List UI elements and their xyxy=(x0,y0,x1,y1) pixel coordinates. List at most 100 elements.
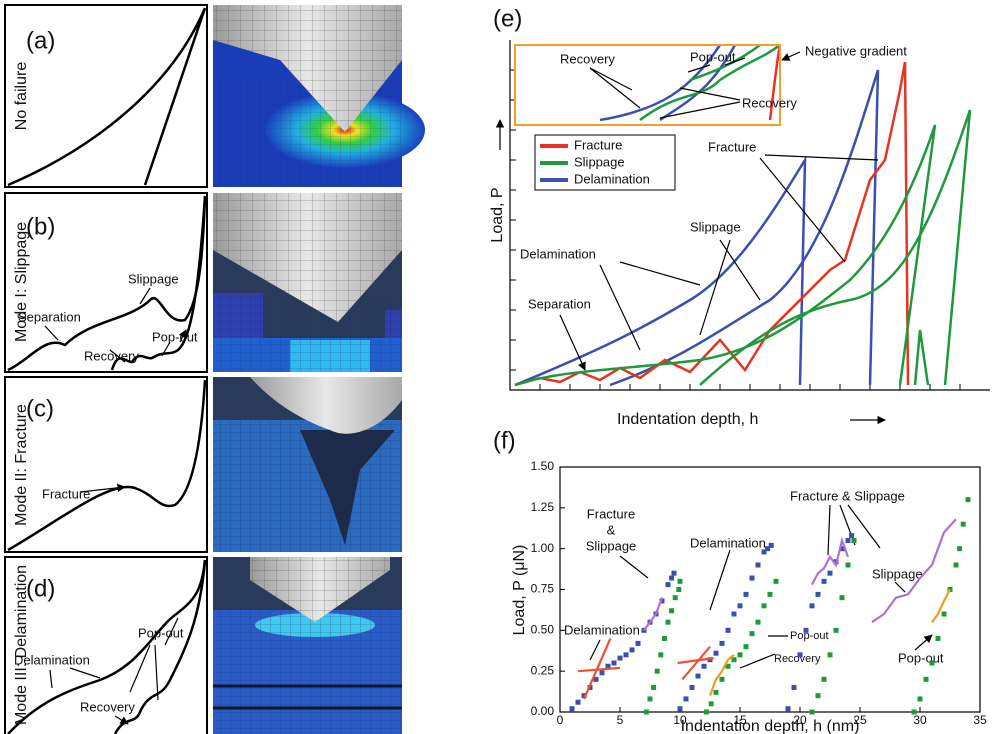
point xyxy=(623,652,629,658)
fem-d xyxy=(213,557,402,734)
point xyxy=(659,598,665,604)
point xyxy=(707,657,713,663)
point xyxy=(677,706,683,712)
point xyxy=(599,670,605,676)
point xyxy=(785,706,791,712)
x-tick-label: 25 xyxy=(853,713,867,727)
point xyxy=(665,582,671,588)
point xyxy=(797,652,803,658)
panel-a: (a) No failure xyxy=(4,4,208,188)
point xyxy=(827,652,833,658)
point xyxy=(765,546,771,552)
point xyxy=(719,640,725,646)
note: Pop-out xyxy=(690,49,736,64)
x-tick-label: 15 xyxy=(733,713,747,727)
fit-line xyxy=(577,666,621,673)
point xyxy=(755,619,761,625)
note: Fracture xyxy=(708,139,756,154)
fit-line xyxy=(871,518,957,624)
point xyxy=(845,538,851,543)
point xyxy=(703,709,709,715)
point xyxy=(953,562,959,568)
panel-label: (b) xyxy=(26,213,55,240)
frame xyxy=(4,556,208,734)
point xyxy=(815,591,821,597)
annotation: Fracture xyxy=(587,506,635,521)
x-tick-label: 30 xyxy=(913,713,927,727)
point xyxy=(768,542,774,548)
panel-c: (c) Mode II: Fracture Fracture xyxy=(4,376,208,553)
arrow xyxy=(49,617,179,724)
note: Recovery xyxy=(84,348,139,363)
point xyxy=(743,591,749,597)
point xyxy=(654,668,660,674)
point xyxy=(791,685,797,690)
note: Recovery xyxy=(742,95,797,110)
mode-label: Mode I: Slippage xyxy=(13,222,30,342)
point xyxy=(821,676,827,682)
point xyxy=(821,578,827,584)
point xyxy=(960,521,966,527)
fit-line xyxy=(708,653,735,697)
note: Recovery xyxy=(80,699,135,714)
point xyxy=(643,709,649,715)
legend-label: Delamination xyxy=(574,171,650,186)
annotation: Delamination xyxy=(690,535,766,550)
arrow xyxy=(589,52,801,119)
indenter-mesh xyxy=(250,557,390,622)
point xyxy=(809,709,815,715)
point xyxy=(749,631,755,637)
mode-label: No failure xyxy=(13,62,30,131)
plot-frame xyxy=(559,466,981,713)
mode-label: Mode II: Fracture xyxy=(13,404,30,526)
fit-line xyxy=(811,536,850,586)
point xyxy=(731,657,737,663)
legend-label: Fracture xyxy=(574,137,622,152)
y-tick-label: 0.75 xyxy=(531,582,555,596)
fit-line xyxy=(931,588,951,623)
panel-b: (b) Mode I: Slippage Slippage Separation… xyxy=(4,192,208,373)
frame xyxy=(4,4,208,188)
point xyxy=(676,587,682,592)
point xyxy=(773,578,779,584)
point xyxy=(849,533,855,539)
fit-line xyxy=(677,657,714,665)
point xyxy=(965,497,971,503)
annotation: Pop-out xyxy=(898,650,944,665)
y-tick-label: 0.00 xyxy=(531,704,555,718)
note: Negative gradient xyxy=(805,43,907,58)
point xyxy=(713,689,719,695)
panel-e: (e) Recovery Pop-out Negative gradient R… xyxy=(489,5,990,428)
curve xyxy=(7,7,207,187)
point xyxy=(701,663,707,669)
curve xyxy=(7,559,207,734)
mode-label: Mode III: Delamination xyxy=(13,565,30,725)
point xyxy=(935,636,941,641)
annotation: & xyxy=(607,522,616,537)
point xyxy=(569,706,575,712)
note: Slippage xyxy=(128,271,179,286)
point xyxy=(581,693,587,699)
x-axis-label: Indentation depth, h (nm) xyxy=(681,718,860,734)
note: Slippage xyxy=(690,219,741,234)
indenter-mesh xyxy=(213,5,402,132)
x-tick-label: 0 xyxy=(557,713,564,727)
panel-f: (f) Load, P (μN) Indentation depth, h (n… xyxy=(493,427,987,734)
curve xyxy=(110,195,207,371)
fit-line xyxy=(643,597,664,631)
panel-d: (d) Mode III: Delamination Pop-out Delam… xyxy=(4,556,208,734)
point xyxy=(713,650,719,656)
point xyxy=(839,595,845,601)
point xyxy=(827,570,833,576)
x-tick-label: 20 xyxy=(793,713,807,727)
minor-ticks xyxy=(510,69,961,390)
arrow xyxy=(44,287,186,363)
fem-b xyxy=(213,193,402,372)
point xyxy=(669,575,675,581)
point xyxy=(593,676,599,682)
annotation: Fracture & Slippage xyxy=(790,488,905,503)
point xyxy=(749,575,755,581)
annotation: Slippage xyxy=(586,538,637,553)
point xyxy=(845,562,851,568)
point xyxy=(941,611,947,617)
